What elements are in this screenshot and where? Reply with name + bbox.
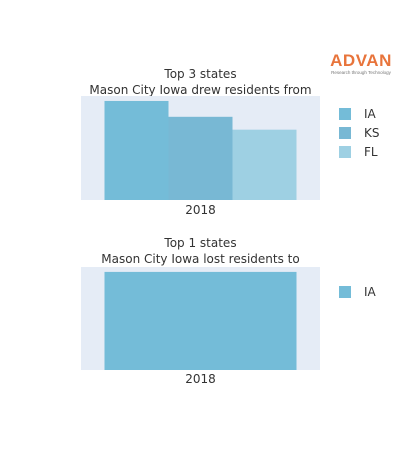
chart-2-title-line-1: Top 1 states [163, 236, 236, 250]
chart-1-legend-label-ia: IA [364, 107, 377, 121]
chart-1-x-tick-label: 2018 [185, 203, 216, 217]
chart-1-bar-fl [232, 129, 297, 200]
chart-1-legend-swatch-ks [339, 127, 351, 139]
advan-logo: ADVAN Research through Technology [328, 52, 394, 76]
chart-1-bar-ia [104, 100, 169, 200]
chart-1-title-line-1: Top 3 states [163, 67, 236, 81]
chart-2-legend-swatch-ia [339, 286, 351, 298]
chart-1-legend-label-fl: FL [364, 145, 378, 159]
chart-2-legend-label-ia: IA [364, 285, 377, 299]
chart-1-legend-swatch-ia [339, 108, 351, 120]
chart-1-legend-label-ks: KS [364, 126, 380, 140]
logo-tagline: Research through Technology [331, 70, 391, 75]
chart-2-title-line-2: Mason City Iowa lost residents to [101, 252, 299, 266]
logo-wordmark: ADVAN [330, 51, 392, 70]
chart-1-legend-swatch-fl [339, 146, 351, 158]
chart-1-title-line-2: Mason City Iowa drew residents from [89, 83, 311, 97]
chart-2-bar-ia [104, 271, 297, 370]
chart-2-x-tick-label: 2018 [185, 372, 216, 386]
chart-1-bar-ks [168, 116, 233, 200]
